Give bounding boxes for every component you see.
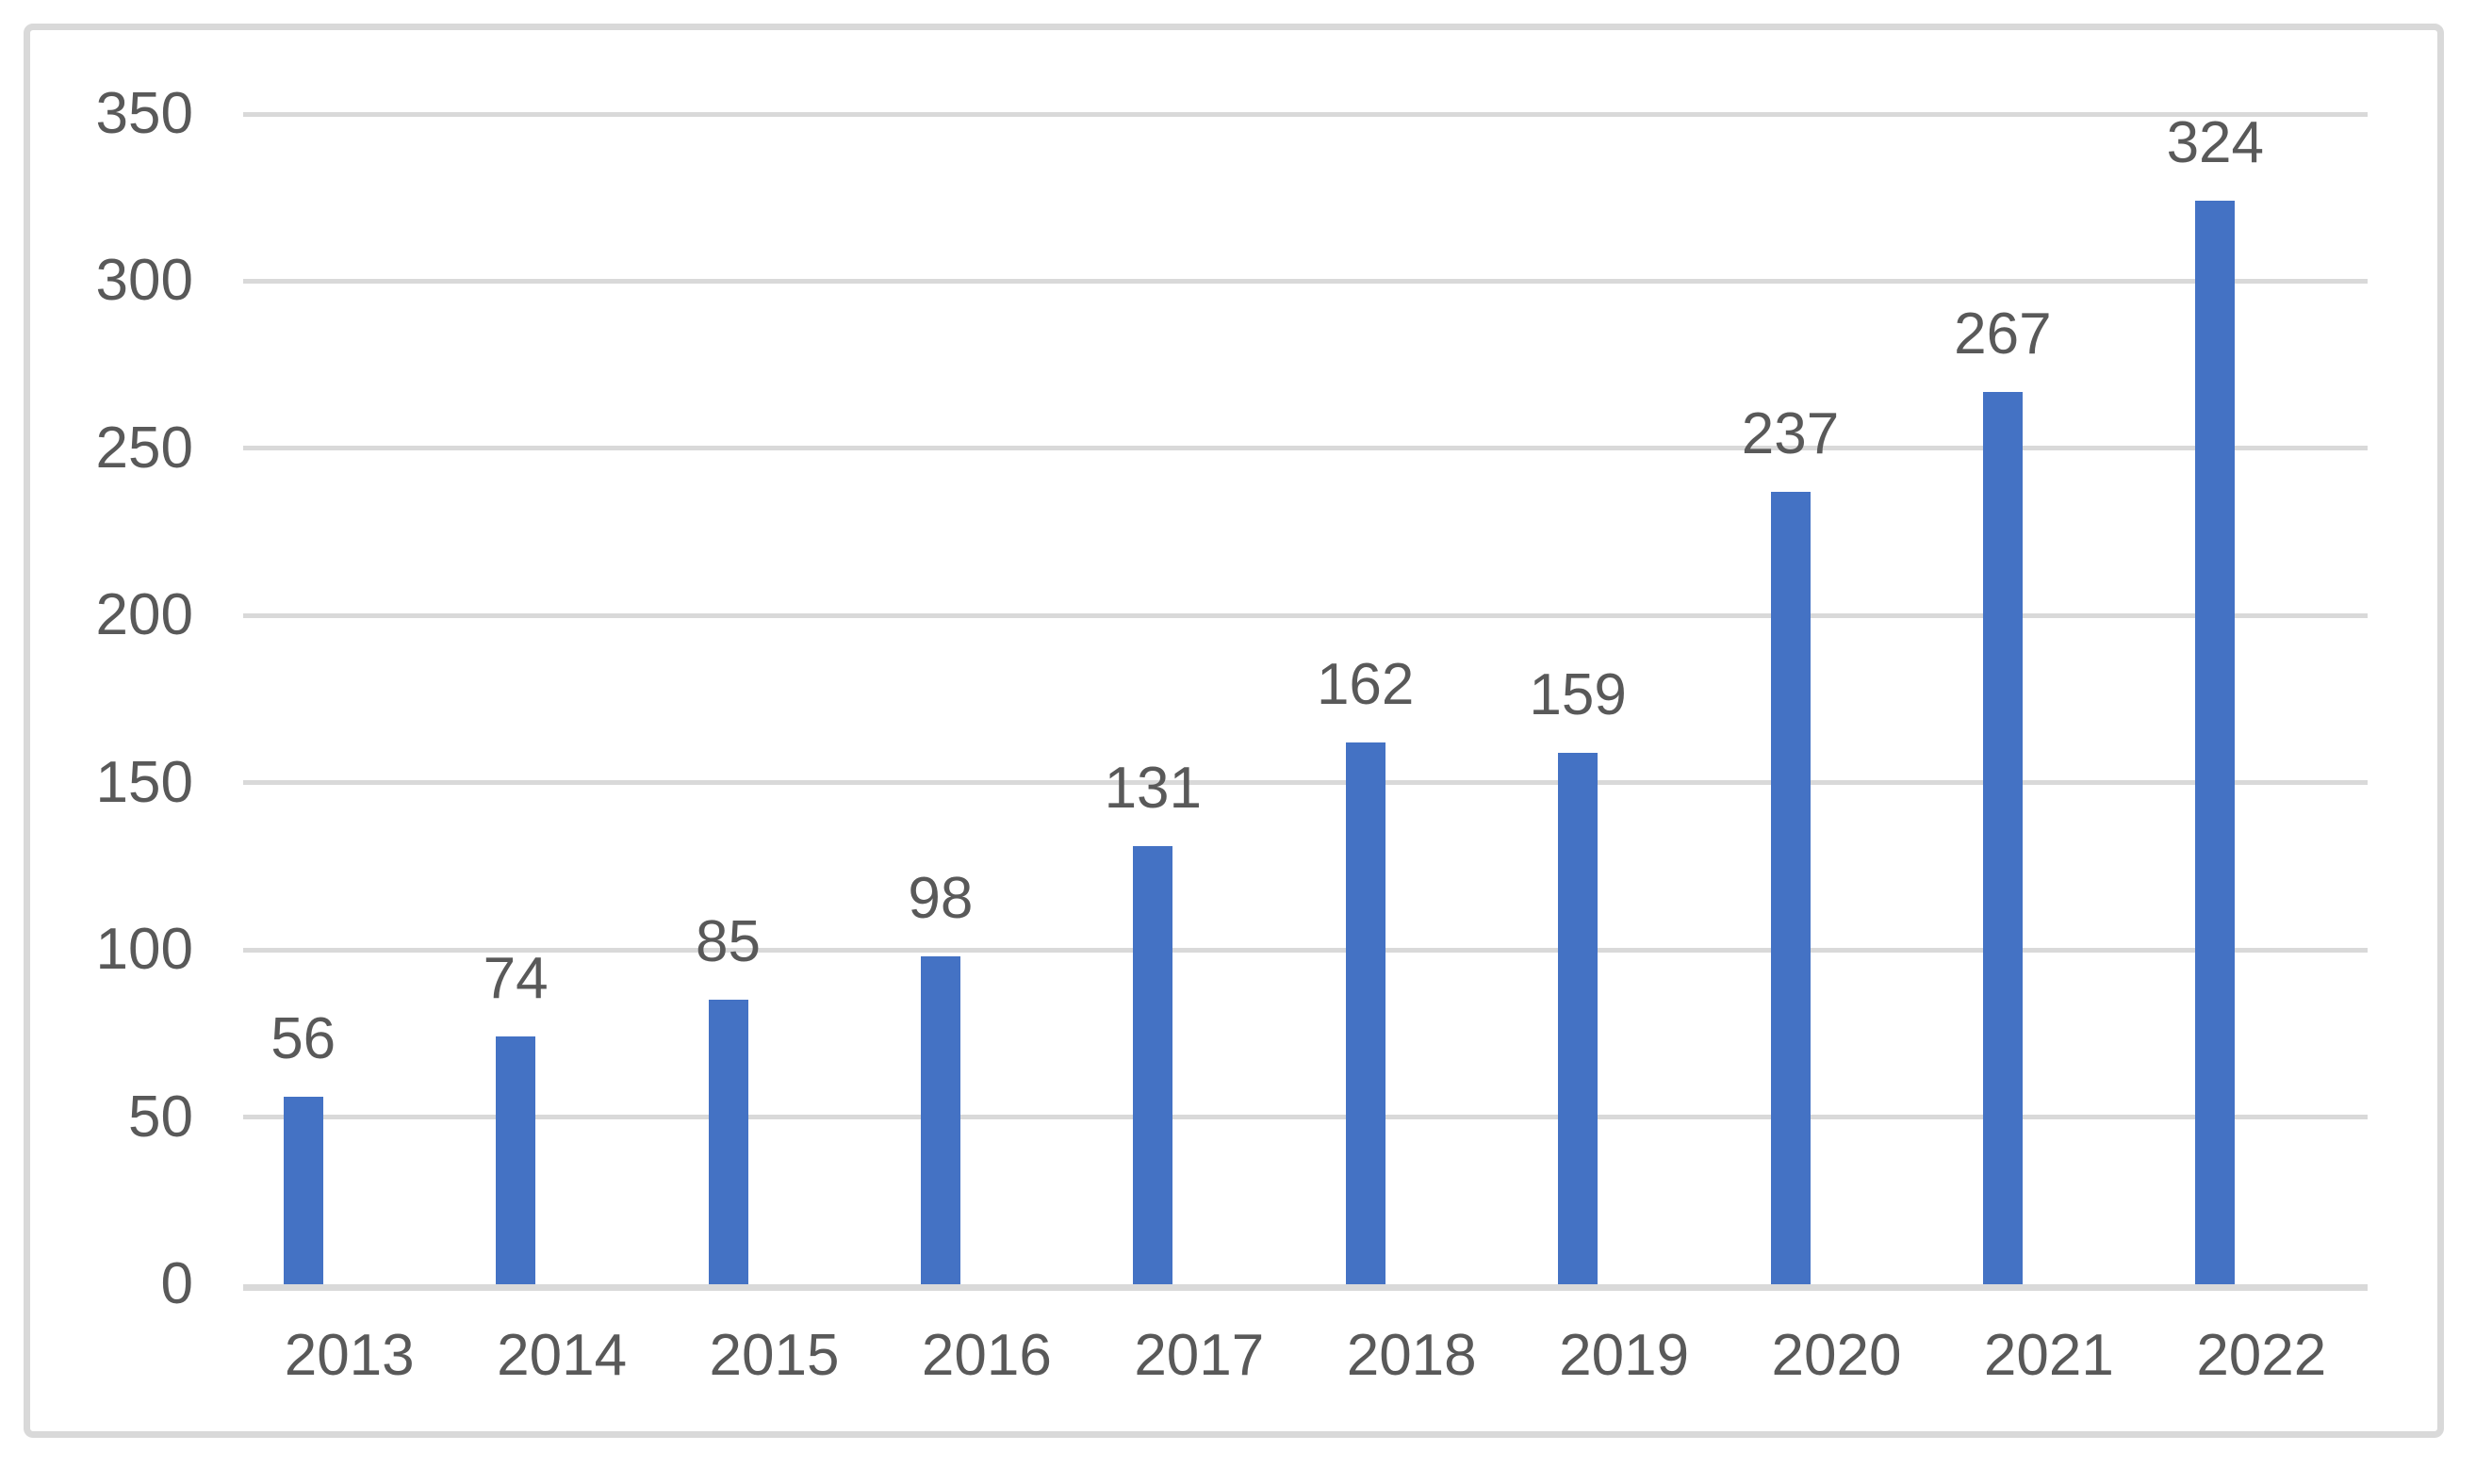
x-tick-label: 2022 [2196,1323,2327,1388]
bar-2014 [496,1036,536,1284]
gridline-y-300 [243,278,2368,284]
bar-value-label: 237 [1741,400,1840,466]
y-tick-label: 350 [95,81,193,146]
x-tick-label: 2020 [1771,1323,1902,1388]
bar-value-label: 56 [271,1006,336,1072]
x-tick-label: 2013 [284,1323,415,1388]
y-tick-label: 100 [95,917,193,983]
y-tick-label: 50 [128,1084,193,1150]
gridline-y-350 [243,111,2368,117]
x-tick-label: 2015 [709,1323,840,1388]
x-tick-label: 2021 [1983,1323,2114,1388]
bar-value-label: 131 [1104,756,1203,822]
chart-border [24,24,2444,1438]
y-tick-label: 0 [160,1251,193,1316]
bar-2016 [920,956,960,1284]
x-tick-label: 2019 [1559,1323,1690,1388]
y-tick-label: 150 [95,749,193,815]
gridline-y-100 [243,947,2368,953]
x-tick-label: 2017 [1134,1323,1265,1388]
bar-2015 [708,1000,748,1284]
bar-2021 [1982,391,2023,1284]
bar-value-label: 85 [696,909,761,975]
gridline-y-200 [243,612,2368,618]
bar-value-label: 159 [1529,661,1627,727]
gridline-y-250 [243,446,2368,451]
y-tick-label: 300 [95,248,193,314]
bar-value-label: 74 [483,946,549,1012]
x-tick-label: 2014 [497,1323,628,1388]
bar-2017 [1133,846,1173,1284]
bar-2022 [2195,201,2236,1284]
bar-2013 [283,1097,323,1284]
gridline-y-0 [243,1284,2368,1291]
bar-2019 [1558,752,1598,1284]
y-tick-label: 250 [95,415,193,481]
x-tick-label: 2018 [1346,1323,1477,1388]
bar-value-label: 98 [908,866,974,932]
bar-value-label: 324 [2166,110,2265,176]
y-tick-label: 200 [95,582,193,648]
bar-2020 [1770,491,1811,1284]
x-tick-label: 2016 [921,1323,1052,1388]
gridline-y-150 [243,780,2368,786]
bar-2018 [1345,742,1385,1284]
bar-value-label: 267 [1954,301,2052,367]
gridline-y-50 [243,1115,2368,1120]
bar-value-label: 162 [1316,652,1415,718]
